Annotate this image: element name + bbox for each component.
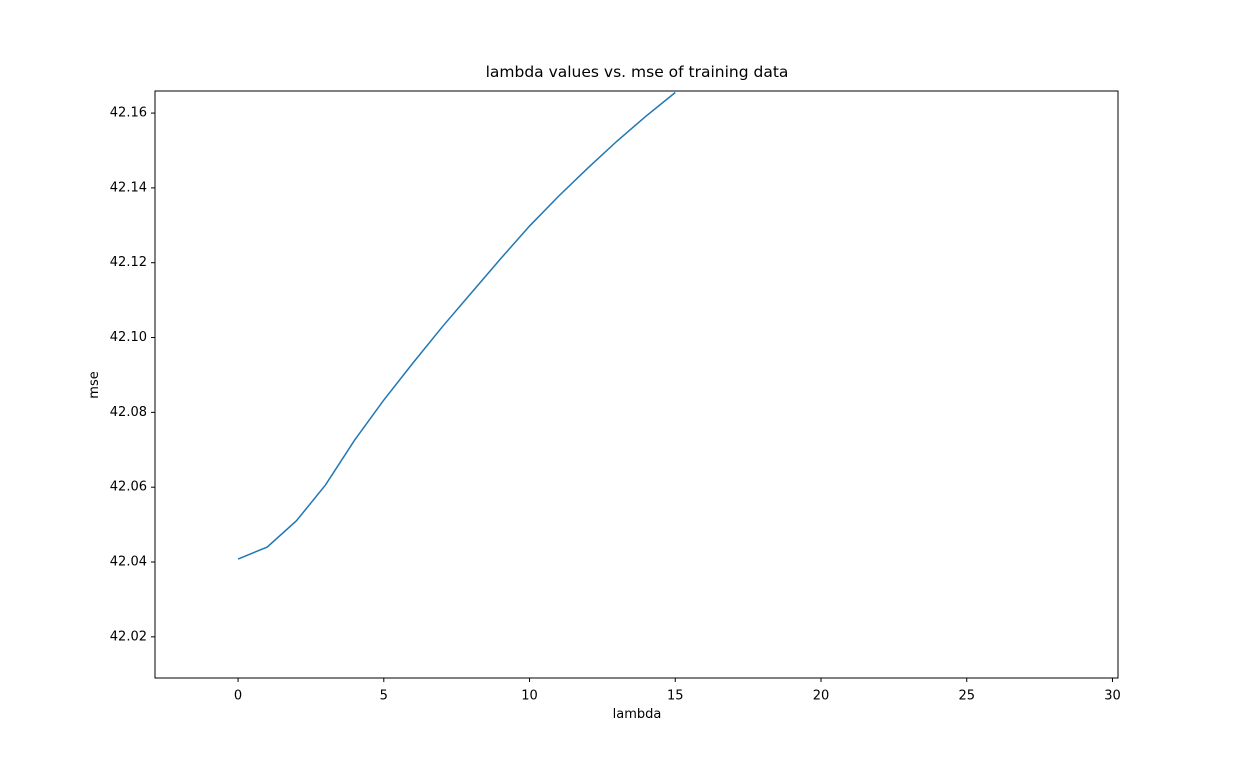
y-tick-label: 42.04 <box>110 555 147 570</box>
y-tick-label: 42.02 <box>110 629 147 644</box>
plot-frame <box>154 90 1119 679</box>
chart-title: lambda values vs. mse of training data <box>486 63 789 81</box>
x-tick-label: 5 <box>380 689 388 704</box>
y-axis-label: mse <box>87 371 102 398</box>
y-tick-label: 42.14 <box>110 180 147 195</box>
data-line <box>237 91 676 560</box>
x-tick-label: 0 <box>234 689 242 704</box>
y-tick-label: 42.06 <box>110 480 147 495</box>
x-tick-label: 15 <box>667 689 684 704</box>
x-tick-label: 25 <box>958 689 975 704</box>
x-tick-label: 20 <box>813 689 830 704</box>
y-tick-label: 42.12 <box>110 255 147 270</box>
y-tick-label: 42.08 <box>110 405 147 420</box>
x-tick-label: 30 <box>1104 689 1121 704</box>
x-tick-label: 10 <box>521 689 538 704</box>
y-tick-label: 42.16 <box>110 106 147 121</box>
x-axis-label: lambda <box>613 707 662 722</box>
y-tick-label: 42.10 <box>110 330 147 345</box>
